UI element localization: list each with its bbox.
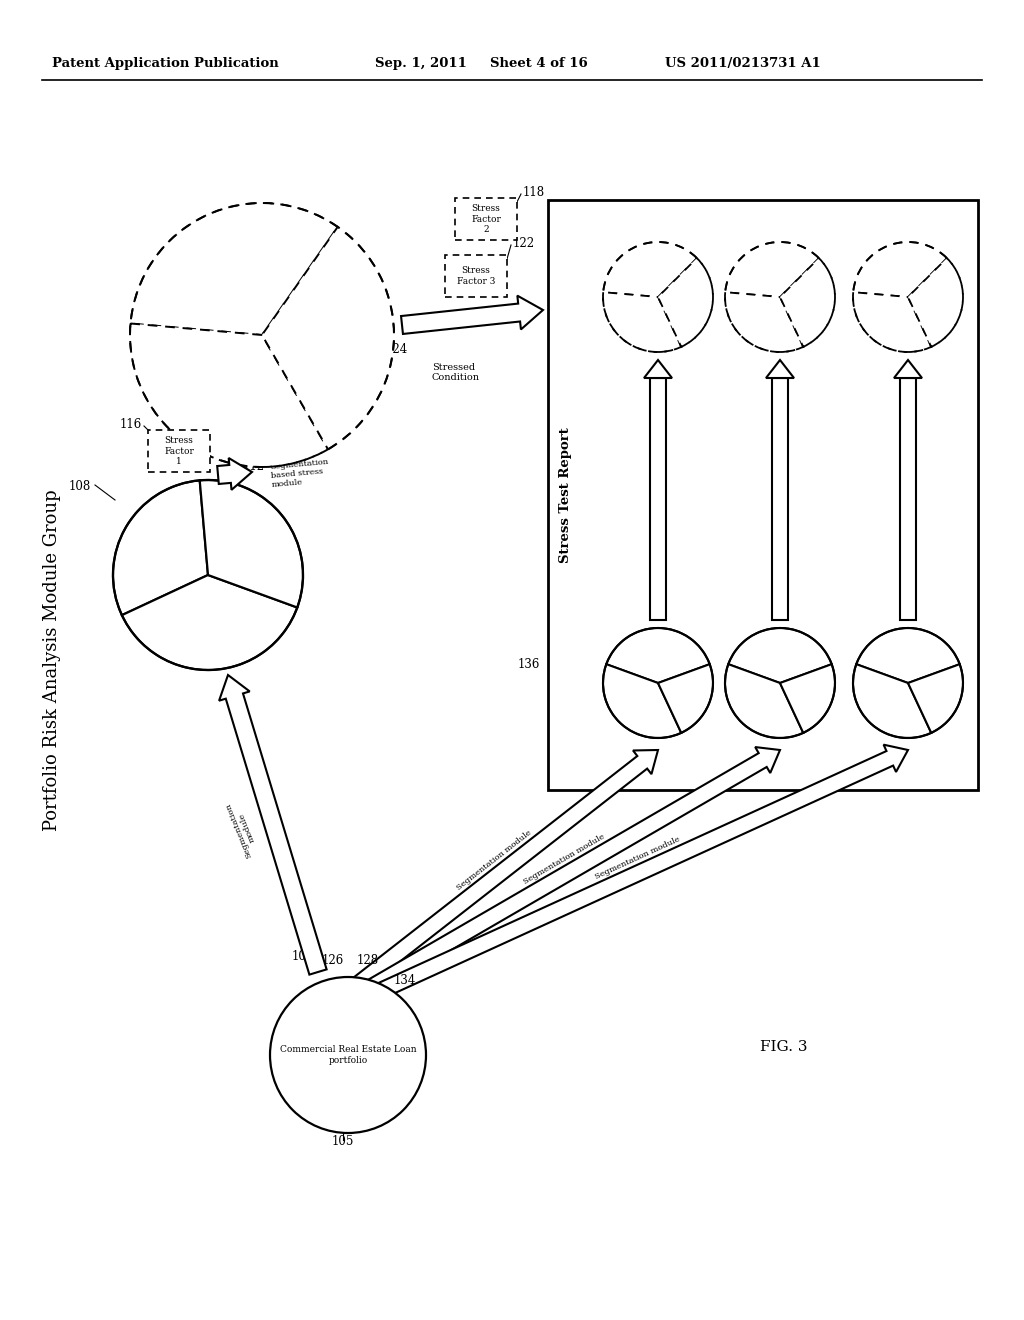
Wedge shape (658, 664, 713, 733)
Text: Stress Test Report: Stress Test Report (559, 428, 572, 562)
Circle shape (270, 977, 426, 1133)
Text: 128: 128 (357, 954, 379, 968)
Text: Portfolio Risk Analysis Module Group: Portfolio Risk Analysis Module Group (43, 490, 61, 830)
Wedge shape (725, 242, 819, 297)
Polygon shape (219, 675, 327, 974)
Text: Stressed
Condition: Stressed Condition (432, 363, 480, 383)
Wedge shape (853, 242, 947, 297)
Text: 114: 114 (166, 355, 188, 368)
Bar (455, 198, 517, 240)
Text: FIG. 3: FIG. 3 (760, 1040, 808, 1053)
Wedge shape (725, 292, 803, 352)
Text: Segmentation module: Segmentation module (456, 828, 534, 891)
Polygon shape (343, 750, 658, 998)
Bar (650, 378, 666, 620)
Polygon shape (359, 747, 780, 999)
Bar (445, 255, 507, 297)
Wedge shape (262, 227, 394, 449)
Wedge shape (603, 292, 681, 352)
Bar (148, 430, 210, 473)
Text: 134: 134 (394, 974, 416, 987)
Wedge shape (853, 664, 931, 738)
Text: 112: 112 (243, 459, 265, 473)
Polygon shape (375, 744, 908, 999)
Polygon shape (766, 360, 794, 378)
Text: Segmentation
module: Segmentation module (224, 799, 262, 859)
Wedge shape (113, 480, 208, 615)
Text: 108: 108 (69, 480, 91, 492)
Polygon shape (644, 360, 672, 378)
Text: Stress
Factor
1: Stress Factor 1 (164, 436, 194, 466)
Wedge shape (606, 628, 710, 682)
Polygon shape (217, 458, 252, 490)
Wedge shape (780, 664, 835, 733)
Text: 122: 122 (513, 238, 536, 249)
Text: 126: 126 (322, 954, 344, 968)
Bar (772, 378, 788, 620)
Text: Segmentation
based stress
module: Segmentation based stress module (270, 458, 331, 490)
Wedge shape (130, 203, 338, 335)
Wedge shape (908, 259, 963, 347)
Text: 105: 105 (332, 1135, 354, 1148)
Text: Patent Application Publication: Patent Application Publication (52, 57, 279, 70)
Wedge shape (856, 628, 959, 682)
Text: US 2011/0213731 A1: US 2011/0213731 A1 (665, 57, 821, 70)
Wedge shape (853, 292, 931, 352)
Wedge shape (728, 628, 831, 682)
Bar (548, 201, 978, 789)
Text: Commercial Real Estate Loan
portfolio: Commercial Real Estate Loan portfolio (280, 1045, 417, 1065)
Wedge shape (130, 323, 328, 467)
Text: Stress
Factor
2: Stress Factor 2 (471, 205, 501, 234)
Text: Segmentation module: Segmentation module (522, 832, 606, 886)
Wedge shape (200, 480, 303, 607)
Wedge shape (122, 576, 297, 671)
Polygon shape (401, 296, 543, 334)
Wedge shape (780, 259, 835, 347)
Text: 116: 116 (120, 418, 142, 432)
Text: Sheet 4 of 16: Sheet 4 of 16 (490, 57, 588, 70)
Text: 118: 118 (523, 186, 545, 199)
Wedge shape (725, 664, 803, 738)
Text: 136: 136 (517, 657, 540, 671)
Text: 106: 106 (292, 950, 314, 964)
Wedge shape (603, 242, 697, 297)
Bar (900, 378, 916, 620)
Polygon shape (894, 360, 922, 378)
Wedge shape (658, 259, 713, 347)
Text: Stress
Factor 3: Stress Factor 3 (457, 267, 496, 285)
Wedge shape (603, 664, 681, 738)
Text: Segmentation module: Segmentation module (593, 836, 681, 882)
Wedge shape (908, 664, 963, 733)
Text: Sep. 1, 2011: Sep. 1, 2011 (375, 57, 467, 70)
Text: 124: 124 (386, 343, 409, 356)
